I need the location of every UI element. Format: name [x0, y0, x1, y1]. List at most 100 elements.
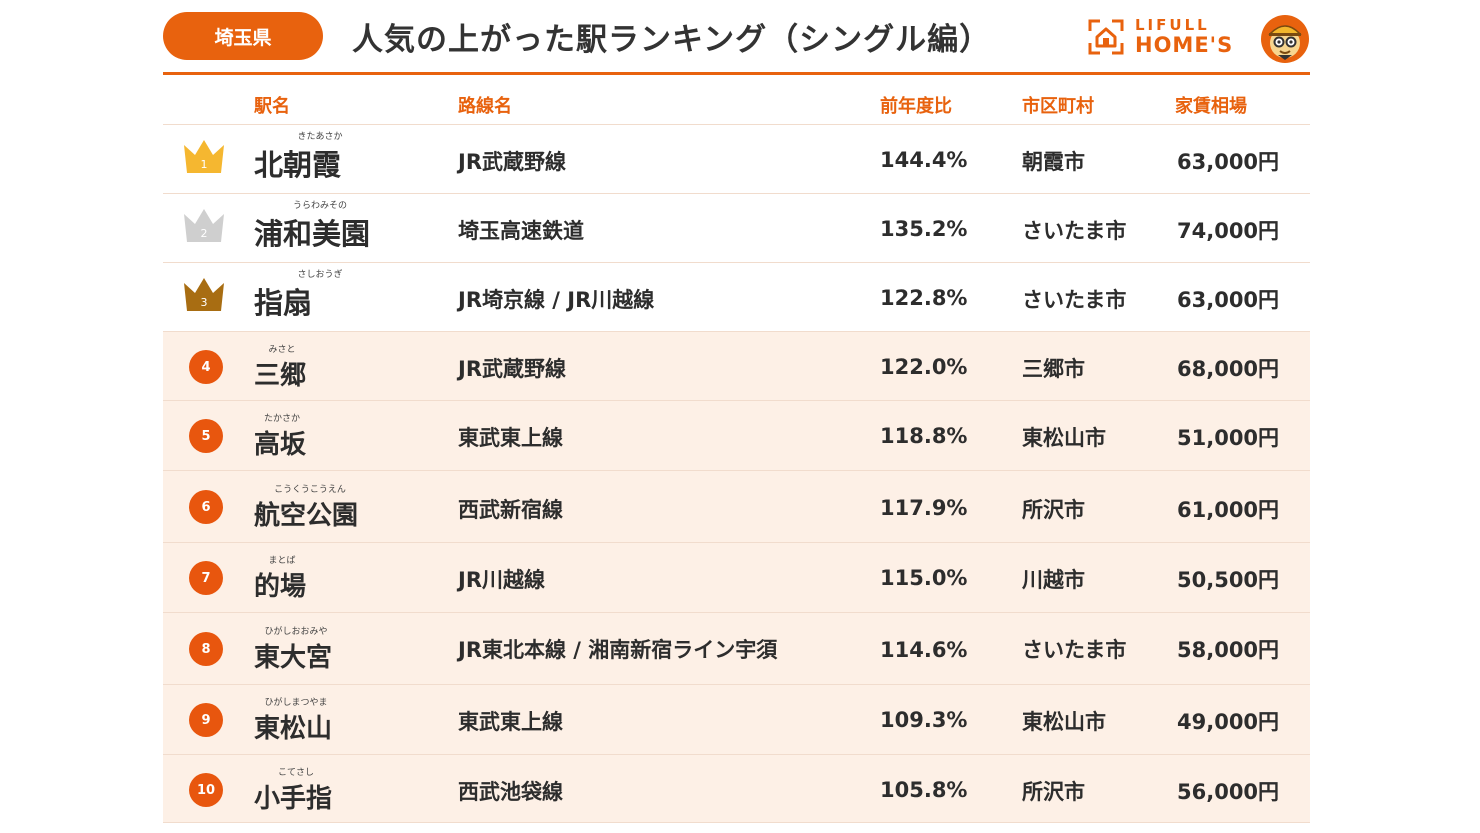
line-name: JR埼京線 / JR川越線	[458, 288, 655, 312]
station-name: 指扇	[254, 286, 313, 320]
city-name: さいたま市	[1022, 219, 1127, 243]
rank-circle-icon: 9	[189, 703, 223, 737]
station-reading: きたあさか	[297, 132, 343, 142]
rank-number: 1	[201, 158, 208, 171]
header-divider	[163, 72, 1310, 75]
city-name: さいたま市	[1022, 288, 1127, 312]
table-row: 1 きたあさか 北朝霞 JR武蔵野線 144.4% 朝霞市 63,000円	[163, 124, 1310, 193]
column-header-city: 市区町村	[1022, 96, 1094, 117]
table-row: 7 まとば 的場 JR川越線 115.0% 川越市 50,500円	[163, 542, 1310, 612]
station-reading: まとば	[268, 556, 296, 566]
line-name: 埼玉高速鉄道	[458, 219, 584, 243]
station-name: 航空公園	[254, 501, 359, 531]
table-row: 4 みさと 三郷 JR武蔵野線 122.0% 三郷市 68,000円	[163, 331, 1310, 400]
brand-logo: LIFULL HOME'S	[1088, 14, 1310, 66]
line-name: 西武池袋線	[458, 780, 563, 804]
table-row: 3 さしおうぎ 指扇 JR埼京線 / JR川越線 122.8% さいたま市 63…	[163, 262, 1310, 331]
rank-circle-icon: 4	[189, 350, 223, 384]
prefecture-badge: 埼玉県	[163, 12, 323, 60]
column-header-line: 路線名	[458, 96, 512, 117]
year-ratio: 105.8%	[880, 778, 968, 802]
rent-price: 61,000円	[1177, 498, 1280, 522]
rank-circle-icon: 6	[189, 490, 223, 524]
rent-price: 68,000円	[1177, 357, 1280, 381]
city-name: 東松山市	[1022, 426, 1106, 450]
rent-price: 74,000円	[1177, 219, 1280, 243]
house-icon	[1088, 19, 1124, 55]
station-reading: さしおうぎ	[297, 270, 343, 280]
table-row: 2 うらわみその 浦和美園 埼玉高速鉄道 135.2% さいたま市 74,000…	[163, 193, 1310, 262]
line-name: 東武東上線	[458, 426, 563, 450]
table-header: 駅名 路線名 前年度比 市区町村 家賃相場	[163, 80, 1310, 125]
year-ratio: 122.8%	[880, 286, 968, 310]
logo-text-lifull: LIFULL	[1135, 16, 1210, 34]
column-header-ratio: 前年度比	[880, 96, 952, 117]
station-name: 的場	[254, 572, 307, 602]
gold-crown-icon: 1	[184, 140, 224, 173]
station-name: 東大宮	[254, 643, 333, 673]
line-name: JR東北本線 / 湘南新宿ライン宇須	[458, 638, 778, 662]
year-ratio: 135.2%	[880, 217, 968, 241]
rank-circle-icon: 10	[189, 773, 223, 807]
year-ratio: 122.0%	[880, 355, 968, 379]
station-name: 小手指	[254, 784, 333, 814]
line-name: 西武新宿線	[458, 498, 563, 522]
table-row: 10 こてさし 小手指 西武池袋線 105.8% 所沢市 56,000円	[163, 754, 1310, 823]
station-name: 東松山	[254, 714, 333, 744]
rank-number: 3	[201, 296, 208, 309]
line-name: JR川越線	[458, 568, 545, 592]
line-name: 東武東上線	[458, 710, 563, 734]
column-header-station: 駅名	[254, 96, 290, 117]
column-header-rent: 家賃相場	[1175, 96, 1247, 117]
year-ratio: 115.0%	[880, 566, 968, 590]
rank-number: 2	[201, 227, 208, 240]
station-name: 浦和美園	[254, 217, 371, 251]
city-name: 朝霞市	[1022, 150, 1085, 174]
year-ratio: 114.6%	[880, 638, 968, 662]
year-ratio: 144.4%	[880, 148, 968, 172]
station-reading: たかさか	[263, 414, 300, 424]
rent-price: 56,000円	[1177, 780, 1280, 804]
station-reading: ひがしまつやま	[264, 698, 328, 708]
logo-text-homes: HOME'S	[1135, 33, 1234, 57]
rank-circle-icon: 7	[189, 561, 223, 595]
rent-price: 50,500円	[1177, 568, 1280, 592]
rank-circle-icon: 8	[189, 632, 223, 666]
mascot-icon	[1261, 15, 1309, 63]
city-name: 所沢市	[1022, 498, 1085, 522]
rent-price: 51,000円	[1177, 426, 1280, 450]
page-title: 人気の上がった駅ランキング（シングル編）	[352, 22, 992, 58]
station-name: 北朝霞	[254, 148, 342, 182]
ranking-table: 1 きたあさか 北朝霞 JR武蔵野線 144.4% 朝霞市 63,000円 2 …	[163, 124, 1310, 823]
table-row: 5 たかさか 高坂 東武東上線 118.8% 東松山市 51,000円	[163, 400, 1310, 470]
table-row: 9 ひがしまつやま 東松山 東武東上線 109.3% 東松山市 49,000円	[163, 684, 1310, 754]
city-name: 東松山市	[1022, 710, 1106, 734]
rank-circle-icon: 5	[189, 419, 223, 453]
station-reading: ひがしおおみや	[264, 627, 328, 637]
city-name: 川越市	[1022, 568, 1085, 592]
year-ratio: 117.9%	[880, 496, 968, 520]
year-ratio: 118.8%	[880, 424, 968, 448]
station-reading: うらわみその	[292, 201, 347, 211]
line-name: JR武蔵野線	[458, 357, 566, 381]
table-row: 8 ひがしおおみや 東大宮 JR東北本線 / 湘南新宿ライン宇須 114.6% …	[163, 612, 1310, 684]
rent-price: 58,000円	[1177, 638, 1280, 662]
station-name: 三郷	[254, 361, 307, 391]
year-ratio: 109.3%	[880, 708, 968, 732]
line-name: JR武蔵野線	[458, 150, 566, 174]
rent-price: 63,000円	[1177, 288, 1280, 312]
station-reading: みさと	[268, 345, 296, 355]
station-reading: こてさし	[277, 768, 314, 778]
station-reading: こうくうこうえん	[274, 485, 346, 495]
rent-price: 63,000円	[1177, 150, 1280, 174]
bronze-crown-icon: 3	[184, 278, 224, 311]
table-row: 6 こうくうこうえん 航空公園 西武新宿線 117.9% 所沢市 61,000円	[163, 470, 1310, 542]
header: 埼玉県 人気の上がった駅ランキング（シングル編） LIFULL HOME'S	[0, 0, 1480, 75]
station-name: 高坂	[254, 430, 307, 460]
rent-price: 49,000円	[1177, 710, 1280, 734]
city-name: さいたま市	[1022, 638, 1127, 662]
city-name: 三郷市	[1022, 357, 1085, 381]
city-name: 所沢市	[1022, 780, 1085, 804]
silver-crown-icon: 2	[184, 209, 224, 242]
table-bottom-divider	[163, 822, 1310, 823]
